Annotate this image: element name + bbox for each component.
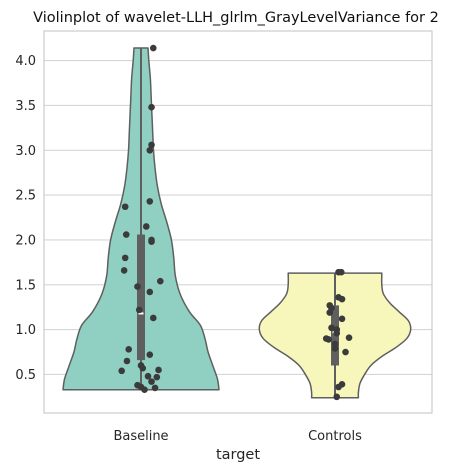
data-point xyxy=(134,283,141,290)
x-axis-label: target xyxy=(216,447,260,463)
data-point xyxy=(326,309,334,316)
data-point xyxy=(146,288,154,296)
data-point xyxy=(135,306,143,314)
data-point xyxy=(149,314,157,322)
data-point xyxy=(325,336,332,343)
x-tick-label: Baseline xyxy=(113,429,168,444)
data-point xyxy=(148,238,155,246)
x-tick-label: Controls xyxy=(308,429,362,444)
data-point xyxy=(142,223,150,230)
data-point xyxy=(118,367,125,375)
data-point xyxy=(123,357,131,365)
violins xyxy=(62,44,412,401)
y-tick-label: 3.0 xyxy=(15,144,36,159)
data-point xyxy=(333,393,341,401)
plot-frame xyxy=(43,30,433,414)
y-axis: 0.5 1.0 1.5 2.0 2.5 3.0 3.5 4.0 xyxy=(15,54,36,383)
data-point xyxy=(345,334,353,341)
data-point xyxy=(146,351,154,359)
y-tick-label: 3.5 xyxy=(15,99,36,114)
data-point xyxy=(342,348,349,356)
data-point xyxy=(125,346,133,353)
violin-median xyxy=(138,312,144,315)
data-point xyxy=(148,378,155,385)
y-tick-label: 4.0 xyxy=(15,54,36,69)
data-point xyxy=(148,103,155,111)
data-point xyxy=(338,315,346,323)
data-point xyxy=(148,141,155,149)
violin-controls xyxy=(258,268,412,401)
data-point xyxy=(144,372,152,380)
data-point xyxy=(157,277,164,285)
x-axis: Baseline Controls xyxy=(113,429,362,444)
data-point xyxy=(335,383,342,391)
data-point xyxy=(121,254,129,262)
data-point xyxy=(331,345,339,352)
data-point xyxy=(141,386,148,393)
y-tick-label: 1.5 xyxy=(15,278,36,293)
y-tick-label: 0.5 xyxy=(15,368,36,383)
violin-iqr-box xyxy=(137,234,145,361)
data-point xyxy=(122,231,130,238)
data-point xyxy=(151,384,159,392)
violin-baseline xyxy=(62,44,220,393)
data-point xyxy=(146,146,154,154)
data-point xyxy=(120,267,128,274)
data-point xyxy=(155,366,162,374)
data-point xyxy=(146,198,154,205)
y-tick-label: 2.0 xyxy=(15,233,36,248)
chart-title: Violinplot of wavelet-LLH_glrlm_GrayLeve… xyxy=(33,10,439,26)
data-point xyxy=(121,203,129,211)
y-tick-label: 2.5 xyxy=(15,189,36,204)
data-point xyxy=(149,44,157,52)
data-point xyxy=(153,373,161,381)
data-point xyxy=(328,324,335,332)
data-point xyxy=(139,364,147,372)
y-tick-label: 1.0 xyxy=(15,323,36,338)
data-point xyxy=(333,329,341,337)
data-point xyxy=(338,268,345,276)
data-point xyxy=(338,295,346,303)
